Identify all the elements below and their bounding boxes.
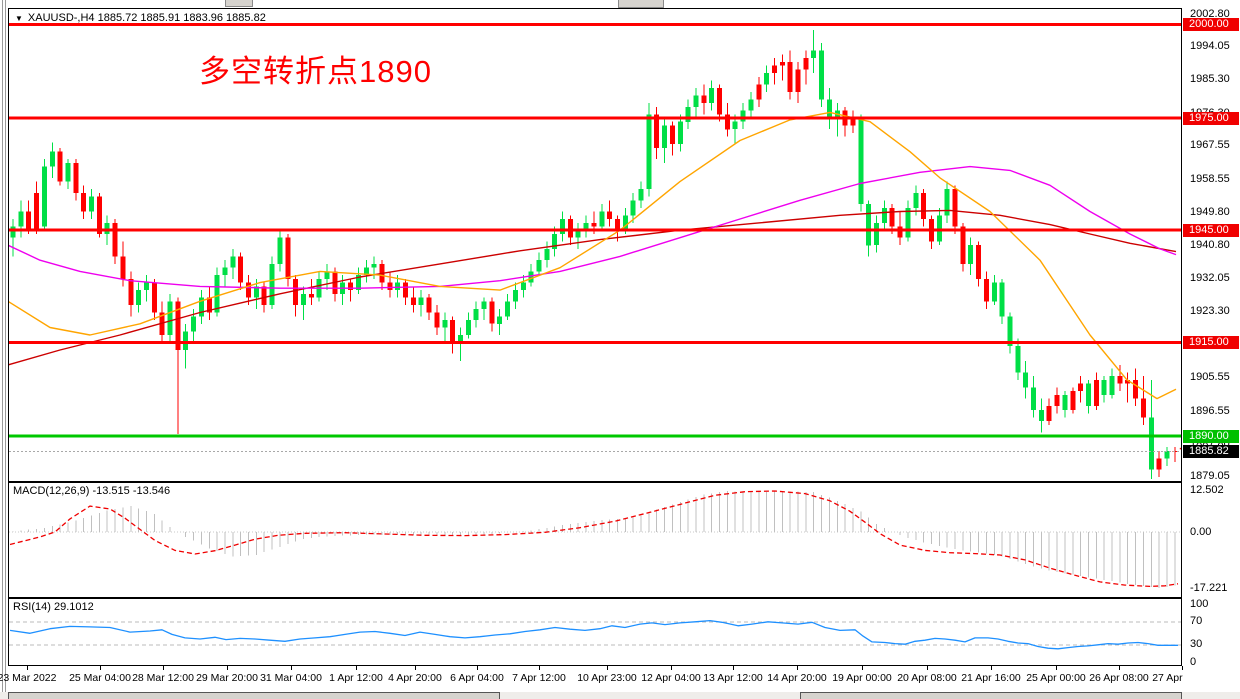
price-axis[interactable]: 2002.802000.001994.051985.301976.301975.… [1183, 0, 1240, 691]
status-bar [0, 692, 1240, 699]
time-axis-tick [415, 666, 416, 670]
time-axis-tick [1056, 666, 1057, 670]
time-axis-tick [356, 666, 357, 670]
chart-annotation-text[interactable]: 多空转折点1890 [199, 54, 432, 89]
hline-1915 [9, 341, 1181, 344]
price-axis-label: 1958.55 [1183, 173, 1239, 187]
rsi-axis-label: 30 [1183, 638, 1239, 652]
macd-axis-label: 0.00 [1183, 525, 1239, 539]
time-axis-tick [991, 666, 992, 670]
time-axis-tick [862, 666, 863, 670]
price-axis-label: 1923.30 [1183, 304, 1239, 318]
time-axis-label: 6 Apr 04:00 [450, 672, 504, 684]
price-axis-label: 1896.55 [1183, 405, 1239, 418]
time-axis-label: 7 Apr 12:00 [512, 672, 566, 684]
time-axis-tick [100, 666, 101, 670]
left-splitter-line [5, 0, 6, 699]
chart-title-text: XAUUSD-,H4 1885.72 1885.91 1883.96 1885.… [27, 12, 266, 24]
macd-axis-label: 12.502 [1183, 484, 1239, 498]
macd-indicator-panel: MACD(12,26,9) -13.515 -13.546 [8, 482, 1182, 598]
time-axis-label: 31 Mar 04:00 [260, 672, 322, 684]
time-axis-label: 25 Apr 00:00 [1026, 672, 1086, 684]
price-axis-label: 1985.30 [1183, 72, 1239, 86]
rsi-indicator-panel: RSI(14) 29.1012 [8, 598, 1182, 666]
price-axis-label: 1879.05 [1183, 470, 1239, 484]
time-axis-label: 28 Mar 12:00 [132, 672, 194, 684]
time-axis-tick [733, 666, 734, 670]
hline-1890 [9, 434, 1181, 438]
rsi-axis-label: 100 [1183, 598, 1239, 611]
price-badge-red: 1945.00 [1183, 223, 1239, 237]
price-badge-black: 1885.82 [1183, 445, 1239, 459]
price-axis-label: 1967.55 [1183, 139, 1239, 153]
price-badge-red: 2000.00 [1183, 17, 1239, 31]
time-axis-label: 21 Apr 16:00 [961, 672, 1021, 684]
rsi-axis-label: 70 [1183, 615, 1239, 629]
time-axis-tick [477, 666, 478, 670]
time-axis-label: 25 Mar 04:00 [69, 672, 131, 684]
price-axis-label: 2002.80 [1183, 7, 1239, 21]
time-axis-label: 14 Apr 20:00 [767, 672, 827, 684]
price-badge-red: 1975.00 [1183, 111, 1239, 125]
macd-axis-label: -17.221 [1183, 581, 1239, 595]
time-axis-label: 13 Apr 12:00 [703, 672, 763, 684]
time-axis-tick [1119, 666, 1120, 670]
time-axis-label: 20 Apr 08:00 [897, 672, 957, 684]
price-axis-label: 1940.80 [1183, 239, 1239, 253]
hline-1975 [9, 116, 1181, 120]
rsi-canvas[interactable] [9, 599, 1181, 665]
time-axis-tick [607, 666, 608, 670]
time-axis-tick [539, 666, 540, 670]
status-bar-panel [8, 692, 500, 699]
price-axis-label: 1949.80 [1183, 205, 1239, 219]
time-axis-label: 23 Mar 2022 [0, 672, 57, 684]
time-axis-tick [227, 666, 228, 670]
price-axis-label: 1932.05 [1183, 272, 1239, 286]
price-axis-label: 1994.05 [1183, 40, 1239, 54]
time-axis-label: 12 Apr 04:00 [641, 672, 701, 684]
time-axis-tick [291, 666, 292, 670]
status-bar-panel [800, 692, 1182, 699]
hline-1945 [9, 228, 1181, 232]
hline-2000 [9, 23, 1181, 26]
time-axis-tick [1182, 666, 1183, 670]
toolbar-fragment [225, 0, 253, 7]
price-chart-canvas[interactable] [9, 9, 1181, 481]
time-axis-label: 4 Apr 20:00 [388, 672, 442, 684]
time-axis-tick [671, 666, 672, 670]
time-axis-tick [163, 666, 164, 670]
time-axis-label: 19 Apr 00:00 [832, 672, 892, 684]
rsi-axis-label: 0 [1183, 655, 1239, 669]
time-axis[interactable]: 23 Mar 2022 25 Mar 04:00 28 Mar 12:00 29 Ma… [0, 666, 1212, 691]
macd-label: MACD(12,26,9) -13.515 -13.546 [13, 485, 171, 497]
price-chart-panel: ▼ XAUUSD-,H4 1885.72 1885.91 1883.96 1885… [8, 8, 1182, 482]
time-axis-tick [797, 666, 798, 670]
left-splitter-line [2, 0, 3, 699]
time-axis-label: 29 Mar 20:00 [196, 672, 258, 684]
time-axis-label: 1 Apr 12:00 [329, 672, 383, 684]
time-axis-tick [927, 666, 928, 670]
macd-canvas[interactable] [9, 483, 1181, 597]
price-badge-red: 1915.00 [1183, 335, 1239, 349]
price-axis-label: 1905.55 [1183, 371, 1239, 385]
symbol-dropdown-arrow-icon[interactable]: ▼ [15, 14, 23, 23]
time-axis-label: 10 Apr 23:00 [577, 672, 637, 684]
price-badge-green: 1890.00 [1183, 429, 1239, 443]
time-axis-tick [27, 666, 28, 670]
toolbar-fragment [618, 0, 664, 8]
time-axis-label: 26 Apr 08:00 [1089, 672, 1149, 684]
chart-title: ▼ XAUUSD-,H4 1885.72 1885.91 1883.96 1885… [15, 12, 266, 24]
rsi-label: RSI(14) 29.1012 [13, 601, 94, 613]
